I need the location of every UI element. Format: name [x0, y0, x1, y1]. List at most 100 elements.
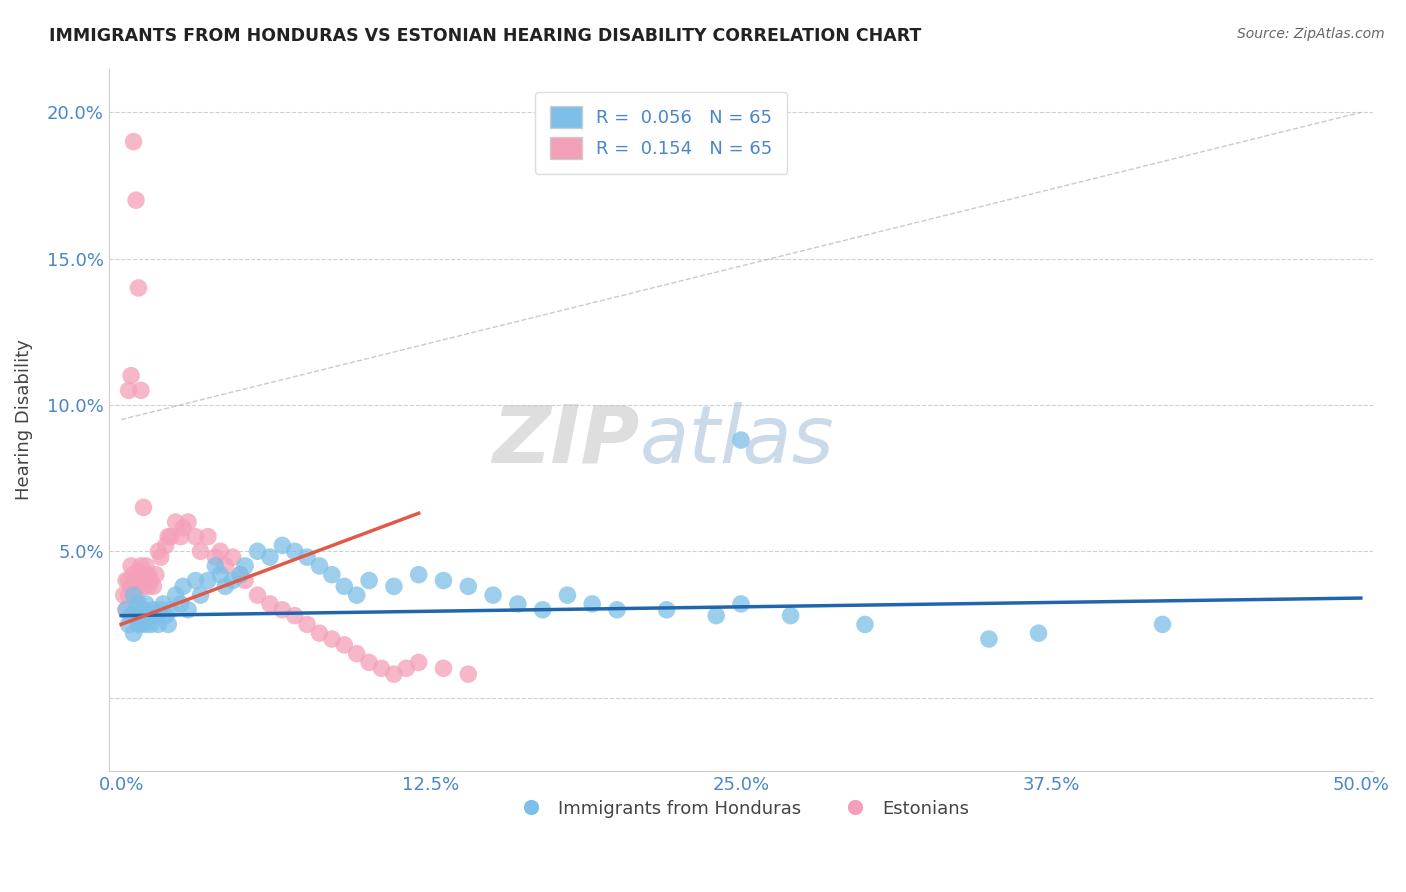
Point [432, 661, 454, 675]
Point [214, 579, 236, 593]
Point [132, 603, 155, 617]
Point [557, 588, 579, 602]
Point [655, 603, 678, 617]
Point [704, 608, 727, 623]
Point [122, 626, 145, 640]
Point [138, 567, 160, 582]
Point [128, 617, 150, 632]
Point [222, 550, 245, 565]
Point [382, 667, 405, 681]
Point [1028, 626, 1050, 640]
Point [233, 558, 256, 573]
Point [779, 608, 801, 623]
Point [129, 617, 152, 632]
Point [132, 567, 155, 582]
Point [197, 574, 219, 588]
Point [120, 608, 142, 623]
Point [359, 574, 381, 588]
Point [132, 579, 155, 593]
Point [135, 558, 157, 573]
Legend: Immigrants from Honduras, Estonians: Immigrants from Honduras, Estonians [506, 792, 977, 825]
Point [117, 384, 139, 398]
Point [190, 544, 212, 558]
Point [139, 574, 162, 588]
Point [139, 617, 162, 632]
Point [284, 608, 307, 623]
Point [117, 574, 139, 588]
Point [155, 538, 177, 552]
Point [135, 617, 157, 632]
Point [128, 579, 150, 593]
Point [177, 603, 200, 617]
Point [214, 558, 236, 573]
Point [177, 515, 200, 529]
Point [169, 597, 191, 611]
Point [204, 550, 226, 565]
Point [321, 567, 343, 582]
Point [125, 574, 148, 588]
Point [432, 574, 454, 588]
Point [172, 521, 194, 535]
Point [246, 544, 269, 558]
Point [1152, 617, 1174, 632]
Point [125, 603, 148, 617]
Point [149, 603, 172, 617]
Point [120, 558, 142, 573]
Point [184, 574, 207, 588]
Text: atlas: atlas [640, 401, 835, 480]
Point [457, 579, 479, 593]
Point [333, 638, 356, 652]
Point [142, 579, 165, 593]
Point [197, 530, 219, 544]
Point [977, 632, 1000, 646]
Point [190, 588, 212, 602]
Point [157, 617, 180, 632]
Point [172, 579, 194, 593]
Point [149, 550, 172, 565]
Point [159, 530, 181, 544]
Point [295, 617, 318, 632]
Point [159, 603, 181, 617]
Point [229, 567, 252, 582]
Point [148, 617, 170, 632]
Point [148, 544, 170, 558]
Point [853, 617, 876, 632]
Point [125, 193, 148, 207]
Point [135, 597, 157, 611]
Point [122, 567, 145, 582]
Point [308, 558, 330, 573]
Point [169, 530, 191, 544]
Point [145, 608, 167, 623]
Point [115, 603, 138, 617]
Point [531, 603, 554, 617]
Point [295, 550, 318, 565]
Point [129, 384, 152, 398]
Point [395, 661, 418, 675]
Point [128, 597, 150, 611]
Point [246, 588, 269, 602]
Point [184, 530, 207, 544]
Point [457, 667, 479, 681]
Point [730, 597, 752, 611]
Point [359, 656, 381, 670]
Point [730, 433, 752, 447]
Point [408, 656, 430, 670]
Point [259, 597, 281, 611]
Point [581, 597, 603, 611]
Point [128, 281, 150, 295]
Point [606, 603, 628, 617]
Point [482, 588, 505, 602]
Point [271, 603, 294, 617]
Point [222, 574, 245, 588]
Text: IMMIGRANTS FROM HONDURAS VS ESTONIAN HEARING DISABILITY CORRELATION CHART: IMMIGRANTS FROM HONDURAS VS ESTONIAN HEA… [49, 27, 921, 45]
Point [120, 368, 142, 383]
Point [128, 565, 150, 579]
Point [204, 558, 226, 573]
Point [382, 579, 405, 593]
Point [129, 608, 152, 623]
Point [145, 567, 167, 582]
Point [112, 588, 135, 602]
Point [125, 588, 148, 602]
Point [115, 603, 138, 617]
Y-axis label: Hearing Disability: Hearing Disability [15, 339, 32, 500]
